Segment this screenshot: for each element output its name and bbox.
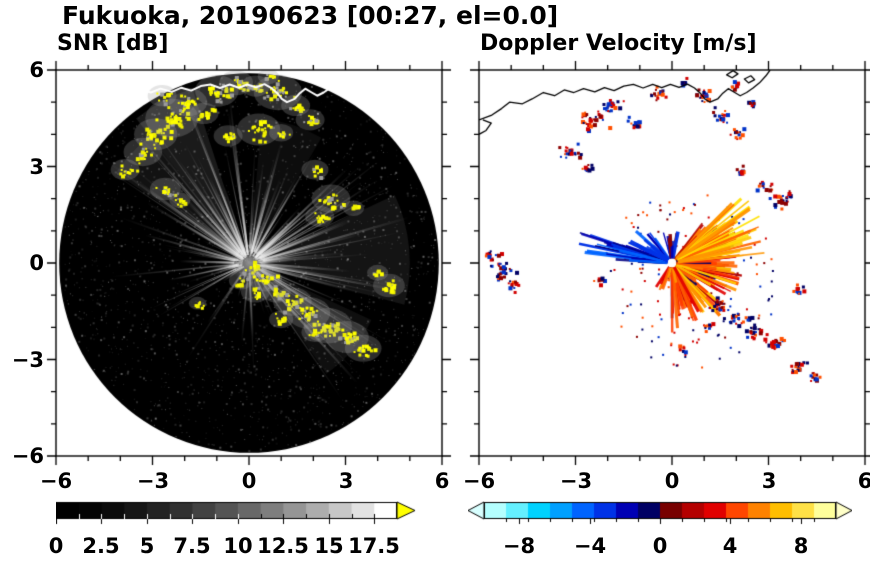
snr-colorbar-label: 10 xyxy=(223,534,253,558)
x-tick-label-snr: 3 xyxy=(338,469,354,493)
snr-colorbar-label: 2.5 xyxy=(82,534,120,558)
y-tick-label: −6 xyxy=(11,444,44,468)
x-tick-label-snr: −3 xyxy=(136,469,170,493)
velocity-colorbar-label: −4 xyxy=(573,534,607,558)
snr-colorbar-label: 5 xyxy=(139,534,155,558)
x-tick-label-velocity: 6 xyxy=(857,469,870,493)
figure-title: Fukuoka, 20190623 [00:27, el=0.0] xyxy=(62,1,559,30)
snr-colorbar-label: 15 xyxy=(314,534,344,558)
x-tick-label-snr: 0 xyxy=(241,469,257,493)
y-tick-label: 3 xyxy=(29,155,44,179)
y-tick-label: −3 xyxy=(11,348,44,372)
x-tick-label-snr: 6 xyxy=(434,469,450,493)
velocity-colorbar-label: 4 xyxy=(722,534,738,558)
x-tick-label-velocity: 3 xyxy=(761,469,777,493)
x-tick-label-velocity: 0 xyxy=(664,469,680,493)
velocity-colorbar xyxy=(468,501,852,525)
velocity-ppi-plot xyxy=(466,57,870,469)
snr-colorbar xyxy=(56,501,428,525)
velocity-colorbar-label: 0 xyxy=(652,534,668,558)
snr-colorbar-label: 17.5 xyxy=(348,534,400,558)
x-tick-label-snr: −6 xyxy=(39,469,73,493)
snr-colorbar-label: 12.5 xyxy=(257,534,309,558)
x-tick-label-velocity: −3 xyxy=(559,469,593,493)
velocity-colorbar-label: −8 xyxy=(502,534,536,558)
snr-colorbar-label: 0 xyxy=(48,534,64,558)
snr-panel-title: SNR [dB] xyxy=(57,31,169,56)
y-tick-label: 6 xyxy=(29,58,44,82)
x-tick-label-velocity: −6 xyxy=(462,469,496,493)
velocity-colorbar-label: 8 xyxy=(793,534,809,558)
snr-ppi-plot xyxy=(43,57,455,469)
y-tick-label: 0 xyxy=(29,251,44,275)
velocity-panel-title: Doppler Velocity [m/s] xyxy=(480,31,757,56)
snr-colorbar-label: 7.5 xyxy=(173,534,211,558)
